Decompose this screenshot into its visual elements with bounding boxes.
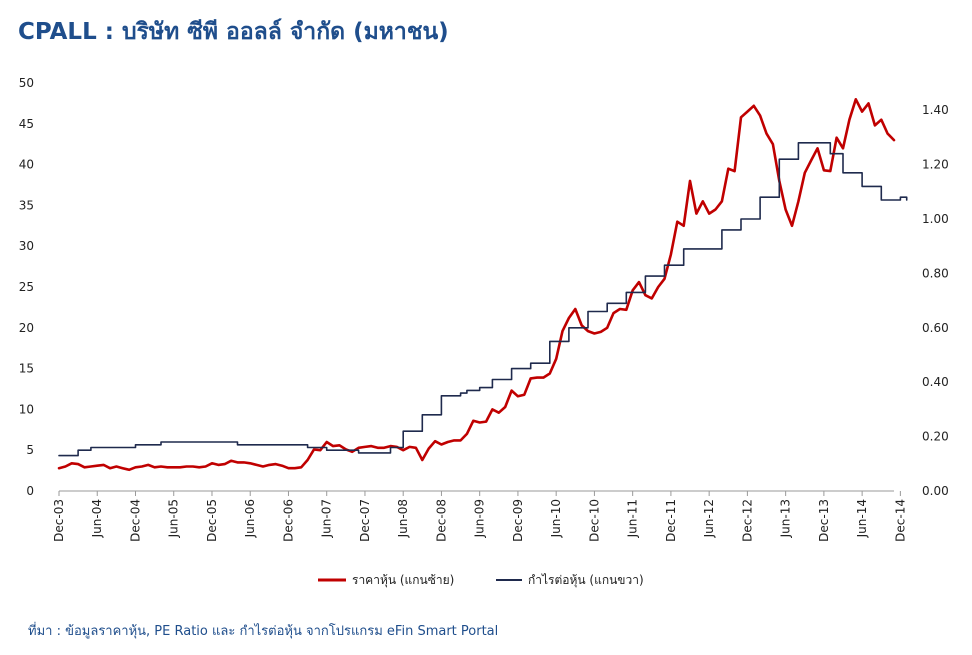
x-tick-label: Jun-04 — [90, 499, 104, 538]
x-tick-label: Jun-08 — [396, 499, 410, 538]
y-left-tick-label: 25 — [19, 280, 34, 294]
y-right-tick-label: 1.00 — [922, 212, 949, 226]
legend-label-2: กำไรต่อหุ้น (แกนขวา) — [528, 573, 644, 588]
x-tick-label: Dec-11 — [664, 499, 678, 542]
x-tick-label: Dec-13 — [817, 499, 831, 542]
source-note: ที่มา : ข้อมูลราคาหุ้น, PE Ratio และ กำไ… — [28, 624, 499, 639]
y-right-tick-label: 0.80 — [922, 266, 949, 280]
x-tick-label: Jun-13 — [779, 499, 793, 538]
y-left-tick-label: 35 — [19, 198, 34, 212]
x-tick-label: Dec-08 — [434, 499, 448, 542]
x-tick-label: Jun-10 — [549, 499, 563, 538]
x-tick-label: Dec-09 — [511, 499, 525, 542]
chart-title: CPALL : บริษัท ซีพี ออลล์ จำกัด (มหาชน) — [18, 19, 449, 45]
y-right-tick-label: 0.40 — [922, 375, 949, 389]
x-tick-label: Dec-06 — [281, 499, 295, 542]
y-left-tick-label: 5 — [26, 443, 34, 457]
y-left-tick-label: 50 — [19, 76, 34, 90]
y-left-tick-label: 15 — [19, 362, 34, 376]
y-left-tick-label: 40 — [19, 158, 34, 172]
x-tick-label: Jun-14 — [855, 499, 869, 538]
x-tick-label: Dec-14 — [893, 499, 907, 542]
eps-series-line — [58, 142, 908, 457]
x-tick-label: Jun-05 — [167, 499, 181, 538]
x-tick-label: Dec-04 — [128, 499, 142, 542]
y-left-tick-label: 30 — [19, 239, 34, 253]
y-right-tick-label: 0.00 — [922, 484, 949, 498]
y-left-tick-label: 45 — [19, 117, 34, 131]
x-tick-label: Dec-12 — [740, 499, 754, 542]
y-right-tick-label: 0.20 — [922, 430, 949, 444]
y-left-tick-label: 20 — [19, 321, 34, 335]
x-tick-label: Dec-05 — [205, 499, 219, 542]
y-left-tick-label: 10 — [19, 402, 34, 416]
y-right-tick-label: 1.20 — [922, 158, 949, 172]
x-tick-label: Jun-12 — [702, 499, 716, 538]
x-tick-label: Jun-11 — [626, 499, 640, 538]
x-tick-label: Dec-10 — [587, 499, 601, 542]
x-tick-label: Dec-07 — [358, 499, 372, 542]
y-right-tick-label: 1.40 — [922, 103, 949, 117]
price-series-line — [57, 98, 896, 472]
legend-label-1: ราคาหุ้น (แกนซ้าย) — [352, 573, 454, 588]
y-right-tick-label: 0.60 — [922, 321, 949, 335]
y-left-tick-label: 0 — [26, 484, 34, 498]
x-tick-label: Jun-07 — [320, 499, 334, 538]
x-tick-label: Jun-09 — [473, 499, 487, 538]
x-tick-label: Jun-06 — [243, 499, 257, 538]
x-tick-label: Dec-03 — [52, 499, 66, 542]
